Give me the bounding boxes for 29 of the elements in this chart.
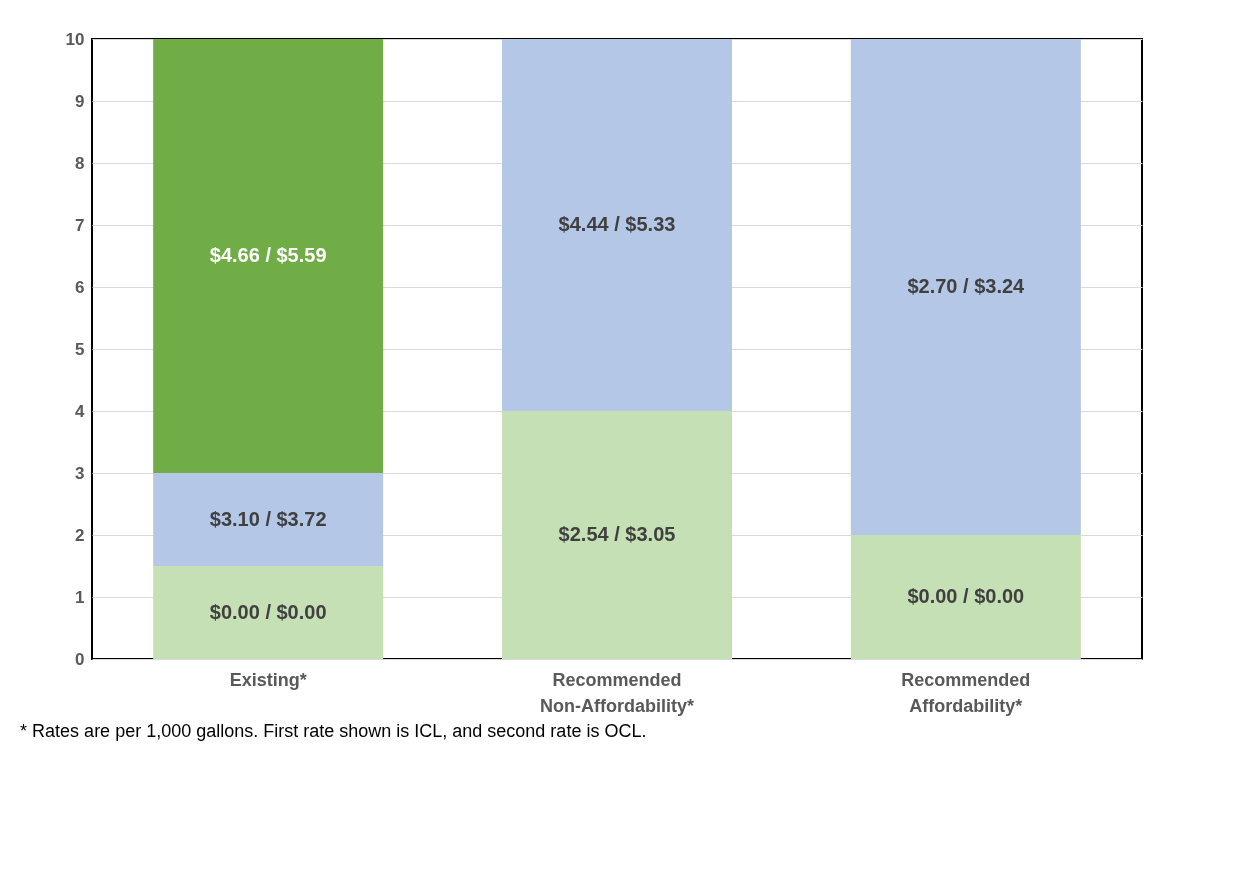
text: * Rates are per 1,000 gallons. First rate shown is ICL, and second rate is OCL. <box>20 721 647 741</box>
annotation: $0.00 / $0.00 <box>907 585 1025 607</box>
y-tick-label: 8 <box>75 153 85 173</box>
annotation: $2.54 / $3.05 <box>558 523 676 545</box>
bar <box>850 535 1081 659</box>
annotation: $3.10 / $3.72 <box>209 507 327 530</box>
bar <box>850 39 1081 535</box>
annotation: $4.44 / $5.33 <box>558 213 676 235</box>
y-tick-label: 0 <box>75 649 85 669</box>
x-tick-label: Existing* <box>229 669 307 690</box>
bar <box>153 39 384 473</box>
annotation: $0.00 / $0.00 <box>209 600 327 623</box>
y-tick-label: 3 <box>75 463 85 483</box>
x-tick-label: Recommended Non-Affordability* <box>540 669 694 716</box>
bar <box>502 411 732 659</box>
y-tick-label: 10 <box>65 29 85 49</box>
annotation: $2.70 / $3.24 <box>907 275 1026 297</box>
bar <box>153 473 384 566</box>
y-tick-label: 1 <box>75 587 85 607</box>
annotation: $4.66 / $5.59 <box>209 244 327 266</box>
y-tick-label: 4 <box>75 401 86 421</box>
y-tick-label: 5 <box>75 339 85 359</box>
bar <box>153 566 384 659</box>
bar <box>502 39 732 411</box>
y-tick-label: 7 <box>75 215 85 235</box>
y-tick-label: 2 <box>75 525 85 545</box>
x-tick-label: Recommended Affordability* <box>901 669 1031 716</box>
y-tick-label: 6 <box>75 277 85 297</box>
y-tick-label: 9 <box>75 91 85 111</box>
